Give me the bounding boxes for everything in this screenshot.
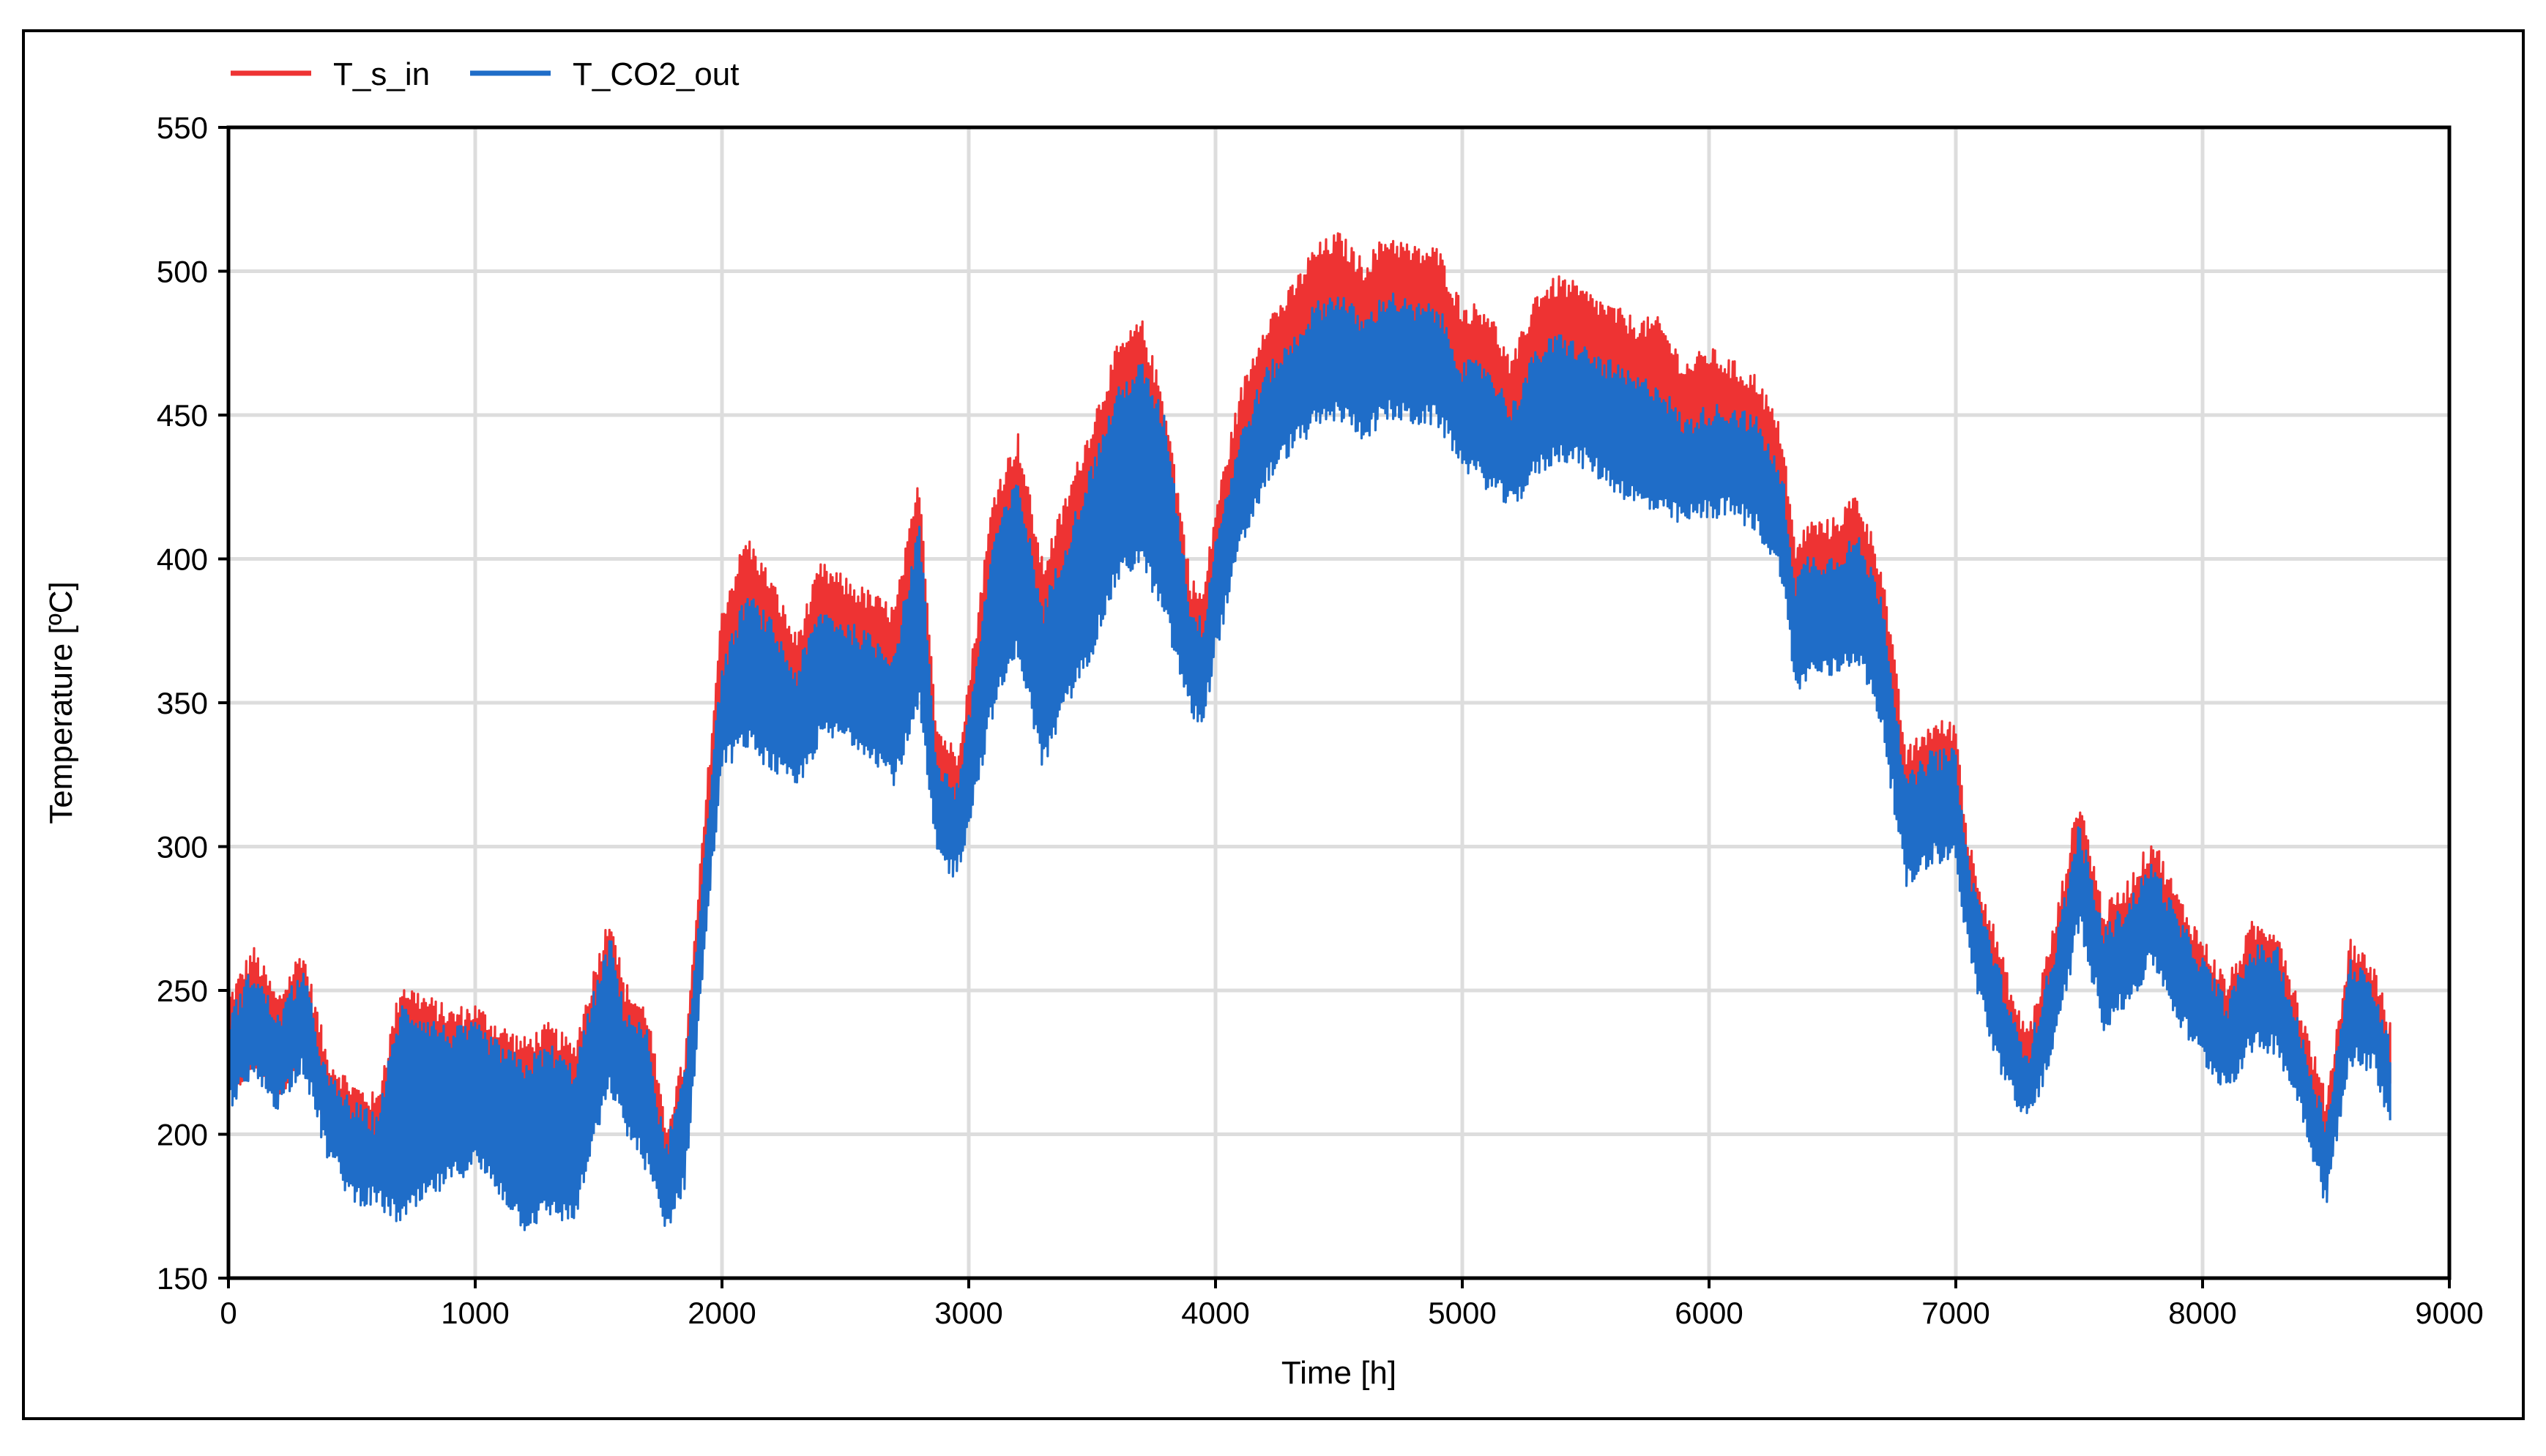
ticks: 0 1000 2000 3000 4000 5000 6000 7000 8000 9000 150…: [157, 111, 2484, 1330]
series-layer: [227, 232, 2391, 1231]
legend: T_s_in T_CO2_out: [231, 56, 739, 92]
x-tick-label: 5000: [1428, 1296, 1496, 1330]
x-tick-label: 2000: [688, 1296, 756, 1330]
legend-label-t-co2-out: T_CO2_out: [573, 56, 739, 92]
y-tick-label: 450: [157, 398, 208, 433]
x-tick-label: 7000: [1921, 1296, 1989, 1330]
series-line-t-co2-out: [227, 292, 2391, 1231]
y-tick-label: 300: [157, 830, 208, 865]
x-axis-label: Time [h]: [1281, 1355, 1396, 1391]
y-tick-label: 550: [157, 111, 208, 145]
x-tick-label: 6000: [1675, 1296, 1743, 1330]
y-tick-label: 400: [157, 542, 208, 577]
x-tick-label: 9000: [2415, 1296, 2483, 1330]
legend-label-t-s-in: T_s_in: [333, 56, 430, 92]
y-tick-label: 250: [157, 974, 208, 1008]
x-tick-label: 8000: [2168, 1296, 2236, 1330]
x-tick-label: 0: [220, 1296, 237, 1330]
x-tick-label: 1000: [441, 1296, 509, 1330]
y-tick-label: 200: [157, 1118, 208, 1152]
y-tick-label: 350: [157, 686, 208, 720]
y-tick-label: 500: [157, 255, 208, 289]
x-tick-label: 3000: [934, 1296, 1002, 1330]
y-axis-label: Temperature [ºC]: [43, 581, 79, 824]
y-tick-label: 150: [157, 1261, 208, 1296]
x-tick-label: 4000: [1181, 1296, 1249, 1330]
